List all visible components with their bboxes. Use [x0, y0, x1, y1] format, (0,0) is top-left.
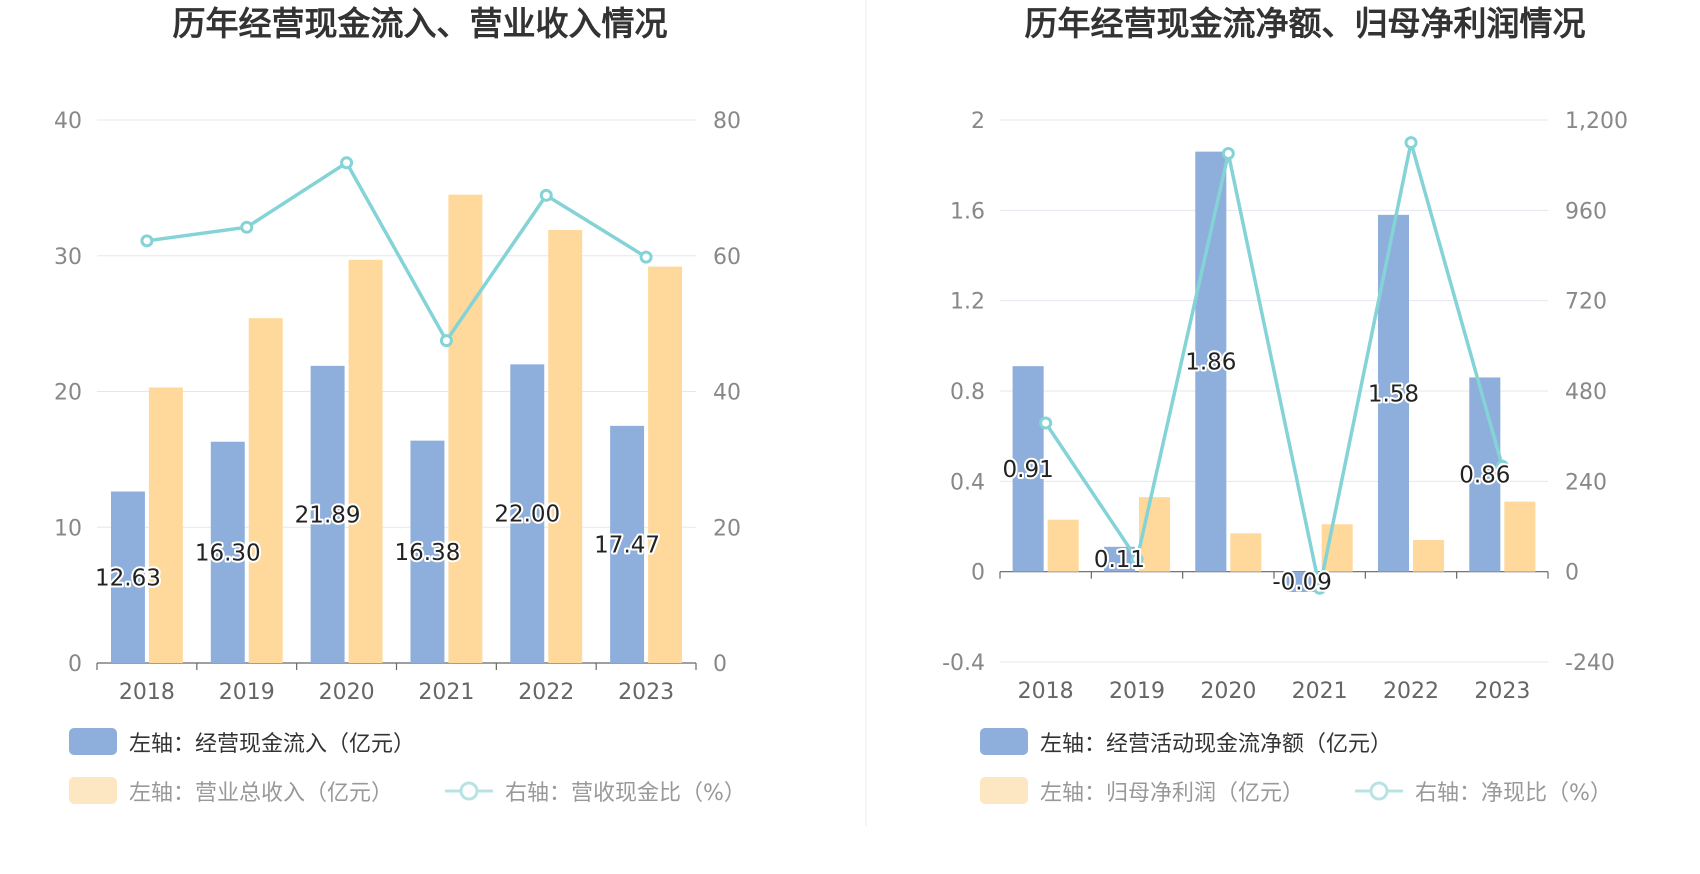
- chart2-data-label: 0.11: [1094, 547, 1145, 573]
- chart1-line-series: [146, 160, 648, 344]
- chart1-bar-series1: [610, 425, 645, 663]
- chart2-bar-series1: [1286, 571, 1318, 592]
- chart1-legend-swatch: [69, 728, 117, 755]
- chart2-bar-series2: [1230, 533, 1262, 572]
- chart1-right-tick-label: 60: [713, 245, 741, 270]
- chart1-line-point: [539, 188, 553, 202]
- chart2-line-point: [1495, 459, 1509, 473]
- chart2-line-point: [1313, 581, 1327, 595]
- chart1-data-label: 16.38: [395, 540, 461, 566]
- chart1-bar-series1: [210, 441, 245, 663]
- chart2-x-tick-label: 2021: [1292, 679, 1348, 704]
- chart2-right-tick-label: 240: [1565, 470, 1607, 495]
- chart1-left-tick-label: 10: [54, 516, 82, 541]
- chart1-data-label: 12.63: [95, 565, 161, 591]
- chart1-left-tick-label: 30: [54, 245, 82, 270]
- chart1-x-tick-label: 2019: [219, 680, 275, 705]
- chart1-data-label: 16.30: [195, 540, 261, 566]
- chart2-title: 历年经营现金流净额、归母净利润情况: [1025, 4, 1586, 43]
- chart2-right-tick-label: 0: [1565, 561, 1579, 586]
- chart1-legend-label: 左轴：营业总收入（亿元）: [129, 781, 393, 806]
- chart2-left-tick-label: 0.4: [950, 470, 985, 495]
- chart1-data-label: 17.47: [594, 532, 660, 558]
- chart1-left-tick-label: 20: [54, 381, 82, 406]
- chart1-legend-swatch: [69, 777, 117, 804]
- chart2-x-tick-label: 2022: [1383, 679, 1439, 704]
- chart1-right-tick-label: 40: [713, 381, 741, 406]
- chart1-title: 历年经营现金流入、营业收入情况: [173, 4, 668, 43]
- chart2-left-tick-label: 2: [971, 109, 985, 134]
- chart1-right-tick-label: 0: [713, 652, 727, 677]
- chart2-right-tick-label: -240: [1565, 651, 1615, 676]
- chart1-right-tick-label: 20: [713, 516, 741, 541]
- chart1-x-tick-label: 2021: [418, 680, 474, 705]
- chart1-bar-series2: [448, 194, 483, 663]
- chart1-line-point: [639, 250, 653, 264]
- chart2-bar-series2: [1504, 501, 1536, 572]
- chart1-legend-label: 右轴：营收现金比（%）: [505, 781, 746, 806]
- chart2-right-tick-label: 480: [1565, 380, 1607, 405]
- chart2-bar-series1: [1195, 151, 1227, 572]
- chart1-line-point: [240, 220, 254, 234]
- chart2-left-tick-label: 0.8: [950, 380, 985, 405]
- chart2-right-tick-label: 720: [1565, 290, 1607, 315]
- chart2-bar-series2: [1047, 519, 1079, 572]
- chart2-legend-label: 右轴：净现比（%）: [1415, 781, 1612, 806]
- chart1-x-tick-label: 2018: [119, 680, 175, 705]
- chart2-x-tick-label: 2018: [1018, 679, 1074, 704]
- chart2-bar-series2: [1413, 540, 1445, 572]
- chart1-legend-marker: [459, 781, 479, 801]
- chart2-data-label: 0.86: [1459, 463, 1510, 489]
- chart1-x-tick-label: 2020: [319, 680, 375, 705]
- chart1-bar-series2: [348, 259, 383, 663]
- chart1-bar-series1: [410, 440, 445, 663]
- chart2-line-point: [1221, 146, 1235, 160]
- chart2-bar-series1: [1012, 366, 1044, 572]
- chart1-bar-series1: [510, 364, 545, 663]
- chart2-data-label: -0.09: [1272, 570, 1332, 596]
- chart2-line-series: [1044, 142, 1505, 589]
- chart2-legend-label: 左轴：归母净利润（亿元）: [1040, 781, 1304, 806]
- chart2-x-tick-label: 2020: [1200, 679, 1256, 704]
- chart1-bar-series1: [110, 491, 145, 663]
- chart1-bar-series2: [648, 266, 683, 663]
- chart2-left-tick-label: 1.6: [950, 199, 985, 224]
- chart1-left-tick-label: 0: [68, 652, 82, 677]
- chart1-left-tick-label: 40: [54, 109, 82, 134]
- chart1-bar-series2: [548, 229, 583, 663]
- chart2-left-tick-label: 0: [971, 561, 985, 586]
- chart2-legend-marker: [1369, 781, 1389, 801]
- chart1-line-point: [340, 156, 354, 170]
- chart2-data-label: 1.58: [1368, 381, 1419, 407]
- chart1-line-point: [439, 334, 453, 348]
- chart1-data-label: 21.89: [295, 502, 361, 528]
- chart2-data-label: 1.86: [1185, 350, 1236, 376]
- chart1-bar-series1: [310, 365, 345, 663]
- chart2-legend-label: 左轴：经营活动现金流净额（亿元）: [1040, 732, 1392, 757]
- chart2-legend-swatch: [980, 728, 1028, 755]
- chart1-bar-series2: [148, 387, 183, 663]
- chart1-x-tick-label: 2023: [618, 680, 674, 705]
- chart1-data-label: 22.00: [494, 502, 560, 528]
- chart2-right-tick-label: 960: [1565, 199, 1607, 224]
- chart1-bar-series2: [248, 318, 283, 663]
- chart2-right-tick-label: 1,200: [1565, 109, 1628, 134]
- chart1-right-tick-label: 80: [713, 109, 741, 134]
- chart2-line-point: [1039, 416, 1053, 430]
- chart2-left-tick-label: -0.4: [942, 651, 985, 676]
- chart2-data-label: 0.91: [1003, 457, 1054, 483]
- chart2-line-point: [1130, 552, 1144, 566]
- chart2-legend-swatch: [980, 777, 1028, 804]
- chart1-x-tick-label: 2022: [518, 680, 574, 705]
- chart2-line-point: [1404, 136, 1418, 150]
- chart2-left-tick-label: 1.2: [950, 290, 985, 315]
- chart2-x-tick-label: 2019: [1109, 679, 1165, 704]
- chart2-x-tick-label: 2023: [1474, 679, 1530, 704]
- chart1-line-point: [140, 234, 154, 248]
- chart1-legend-label: 左轴：经营现金流入（亿元）: [129, 732, 415, 757]
